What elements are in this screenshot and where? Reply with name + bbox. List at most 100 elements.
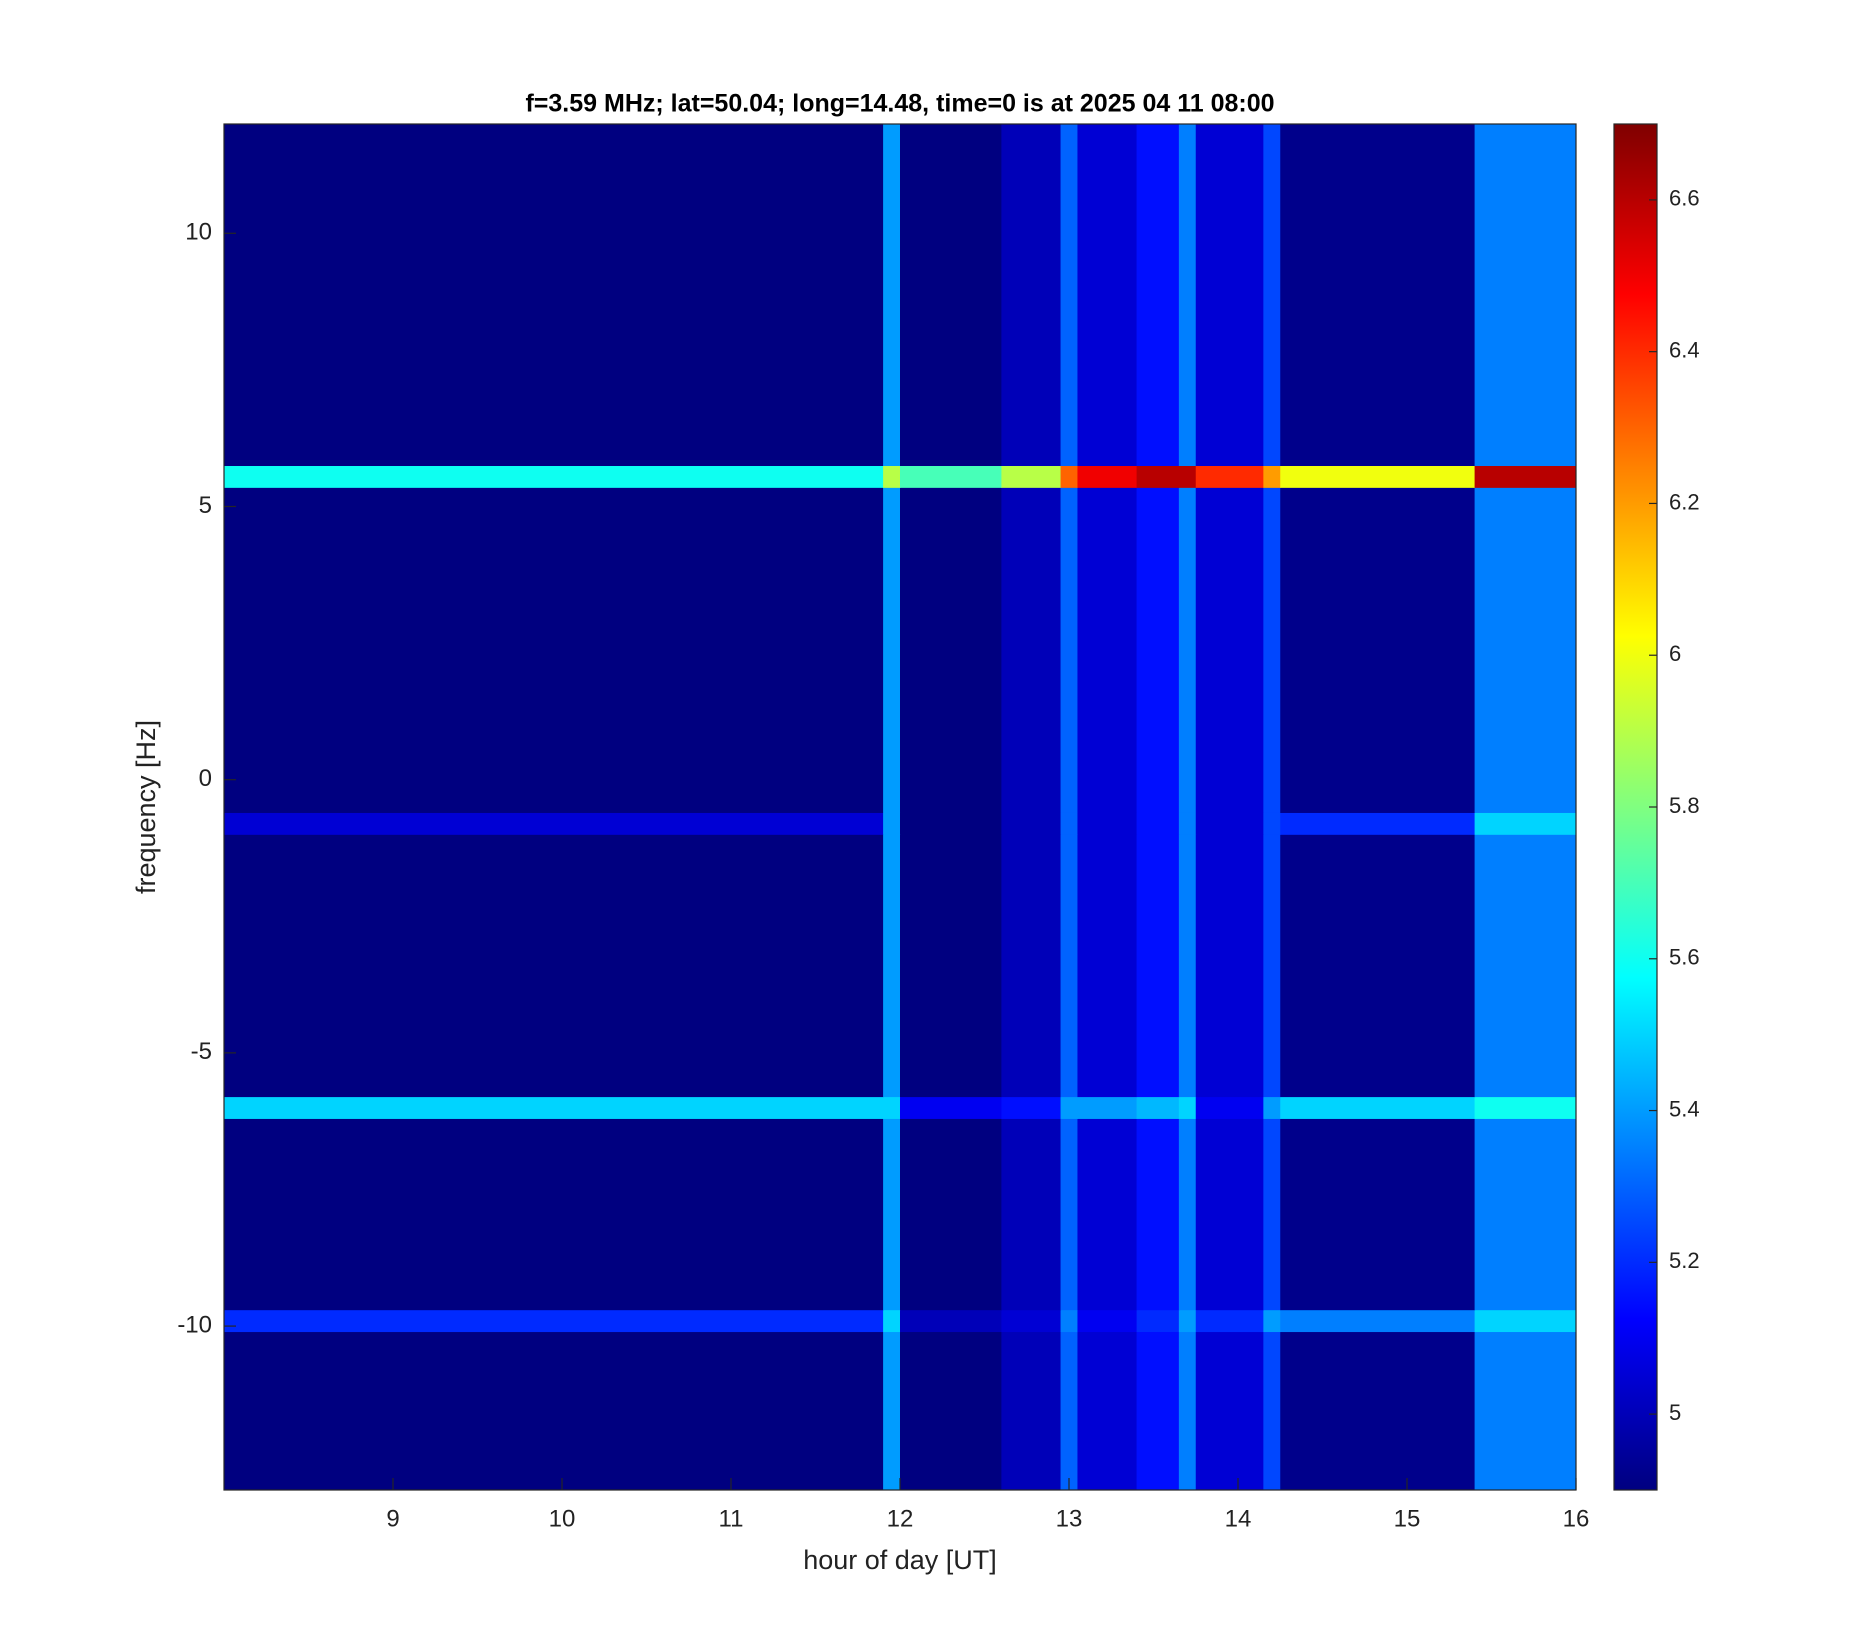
heatmap-cell [224,487,884,813]
heatmap-cell [1195,834,1264,1098]
heatmap-cell [883,1118,901,1311]
heatmap-cell [1136,465,1180,488]
heatmap-cell [1001,1118,1062,1311]
heatmap-cell [1195,124,1264,466]
heatmap-cell [1060,465,1078,488]
heatmap-cell [1001,1309,1062,1333]
heatmap-cell [1178,465,1197,488]
x-tick-label: 9 [386,1505,399,1532]
heatmap-cell [1077,487,1138,813]
heatmap-cell [1060,834,1078,1098]
x-tick-label: 13 [1056,1505,1083,1532]
heatmap-cell [1178,812,1197,835]
heatmap-cell [1136,1309,1180,1333]
heatmap-cell [1263,487,1281,813]
heatmap-cell [1474,487,1577,813]
heatmap-cell [883,1096,901,1119]
heatmap-cell [1077,1096,1138,1119]
heatmap-cell [224,1331,884,1491]
heatmap-cell [1195,1096,1264,1119]
heatmap-cell [1060,487,1078,813]
heatmap-cell [1136,1331,1180,1491]
colorbar-tick-label: 5.4 [1669,1096,1700,1121]
heatmap-cell [1060,124,1078,466]
x-tick-label: 12 [887,1505,914,1532]
heatmap-cell [1077,1331,1138,1491]
heatmap-cell [1263,465,1281,488]
x-tick-label: 14 [1225,1505,1252,1532]
heatmap-cell [1263,834,1281,1098]
heatmap-cell [1001,1331,1062,1491]
heatmap-cell [1474,124,1577,466]
heatmap-cell [883,1309,901,1333]
heatmap-cell [1001,487,1062,813]
heatmap-cell [900,465,1002,488]
heatmap-cell [900,834,1002,1098]
heatmap-cell [1060,1096,1078,1119]
heatmap-cell [1136,834,1180,1098]
y-tick-label: 5 [199,492,212,519]
heatmap-cell [1280,1331,1476,1491]
heatmap-cell [1136,124,1180,466]
heatmap-cell [1178,487,1197,813]
heatmap-cell [1195,1309,1264,1333]
heatmap-cell [1136,1118,1180,1311]
colorbar-tick-label: 6.6 [1669,186,1700,211]
heatmap-cell [1060,1331,1078,1491]
heatmap-cell [1178,1096,1197,1119]
heatmap-cell [1060,1309,1078,1333]
heatmap-cell [1263,1096,1281,1119]
heatmap-cell [900,1331,1002,1491]
heatmap-cell [1263,1309,1281,1333]
heatmap-cell [900,1309,1002,1333]
heatmap-cell [883,812,901,835]
x-tick-label: 16 [1563,1505,1590,1532]
heatmap-cell [224,1118,884,1311]
heatmap-cell [900,812,1002,835]
heatmap-cell [1178,1331,1197,1491]
heatmap-cell [1077,1309,1138,1333]
heatmap-cell [1001,812,1062,835]
heatmap-cell [1474,1309,1577,1333]
heatmap-cell [1001,834,1062,1098]
heatmap-cell [224,1096,884,1119]
heatmap-cell [1195,812,1264,835]
colorbar-tick-label: 5.6 [1669,945,1700,970]
heatmap-cell [1474,1096,1577,1119]
heatmap-cell [1280,465,1476,488]
heatmap-cell [1077,834,1138,1098]
heatmap-cell [1474,1118,1577,1311]
heatmap-cell [224,124,884,466]
colorbar-tick-label: 6.4 [1669,337,1700,362]
heatmap-cell [1195,1118,1264,1311]
heatmap-cell [883,834,901,1098]
x-tick-label: 15 [1394,1505,1421,1532]
x-tick-label: 11 [719,1505,744,1532]
heatmap-cell [1280,834,1476,1098]
heatmap-cell [1077,1118,1138,1311]
heatmap-cell [1263,1331,1281,1491]
heatmap-cell [900,124,1002,466]
heatmap-cell [1474,834,1577,1098]
y-axis-label: frequency [Hz] [131,720,161,894]
colorbar-tick-label: 5.2 [1669,1248,1700,1273]
heatmap-cell [1263,124,1281,466]
heatmap-cell [224,834,884,1098]
heatmap-cell [900,487,1002,813]
y-tick-label: -10 [177,1311,212,1338]
heatmap-cell [1136,1096,1180,1119]
heatmap-cell [1474,1331,1577,1491]
heatmap-cell [1280,487,1476,813]
colorbar-tick-label: 5.8 [1669,793,1700,818]
heatmap-cell [1474,465,1577,488]
y-tick-label: 10 [185,219,212,246]
heatmap-cell [1263,812,1281,835]
heatmap-cell [1195,465,1264,488]
x-axis-label: hour of day [UT] [803,1545,997,1575]
heatmap-cell [1195,487,1264,813]
heatmap-cell [224,1309,884,1333]
heatmap-cell [1001,1096,1062,1119]
heatmap-cell [1280,1096,1476,1119]
y-tick-label: 0 [199,765,212,792]
